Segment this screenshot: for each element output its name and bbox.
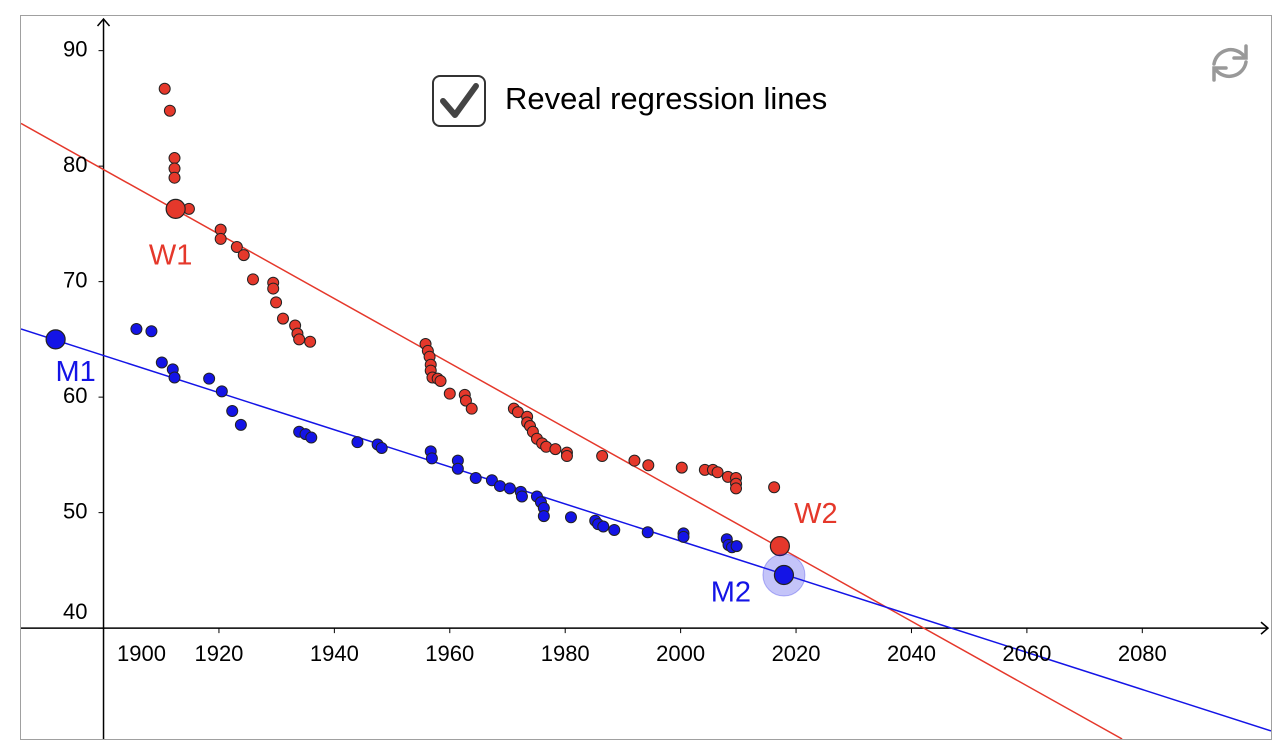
data-point (234, 418, 247, 431)
data-point (267, 282, 280, 295)
data-point (465, 402, 478, 415)
labeled-point (45, 329, 66, 350)
x-tick-label: 1960 (425, 641, 474, 666)
y-tick-label: 90 (63, 36, 87, 61)
y-axis-arrow (96, 17, 111, 27)
data-point (485, 474, 498, 487)
data-point (246, 273, 259, 286)
data-point (237, 249, 250, 262)
x-tick-label: 1900 (117, 641, 166, 666)
reset-arc[interactable] (1214, 60, 1248, 79)
data-point (469, 471, 482, 484)
data-point (375, 441, 388, 454)
data-point (168, 152, 181, 165)
data-point (711, 466, 724, 479)
regression-line (21, 122, 1123, 739)
data-point (537, 510, 550, 523)
data-point (768, 481, 781, 494)
data-point (155, 356, 168, 369)
labeled-point (773, 564, 795, 586)
x-tick-label: 2000 (656, 641, 705, 666)
data-point (214, 232, 227, 245)
y-tick-label: 70 (63, 267, 87, 292)
data-point (351, 436, 364, 449)
data-point (730, 482, 743, 495)
point-label: M1 (55, 356, 95, 388)
data-point (277, 312, 290, 325)
data-point (293, 333, 306, 346)
x-tick-label: 2060 (1002, 641, 1051, 666)
data-point (515, 490, 528, 503)
data-point (493, 480, 506, 493)
x-axis-arrow (1260, 621, 1270, 635)
plot-area: W1 W2 M1 M2 (21, 17, 1271, 739)
data-point (641, 526, 654, 539)
data-point (503, 482, 516, 495)
data-point (230, 240, 243, 253)
data-point (168, 371, 181, 384)
x-tick-label: 2040 (887, 641, 936, 666)
data-point (425, 452, 438, 465)
frame (20, 15, 1272, 740)
y-tick-label: 80 (63, 152, 87, 177)
checkbox-label[interactable]: Reveal regression lines (505, 81, 827, 116)
labeled-point (769, 536, 790, 557)
y-tick-label: 50 (63, 498, 87, 523)
data-point (730, 540, 743, 553)
x-tick-label: 1920 (194, 641, 243, 666)
data-point (158, 82, 171, 95)
data-point (163, 104, 176, 117)
data-point (145, 325, 158, 338)
data-point (675, 461, 688, 474)
data-point (443, 387, 456, 400)
checkbox-check (440, 83, 479, 118)
data-point (130, 322, 143, 335)
data-point (608, 523, 621, 536)
data-point (451, 462, 464, 475)
point-label: W1 (149, 240, 193, 272)
reset-arc[interactable] (1212, 47, 1246, 66)
data-point (549, 443, 562, 456)
data-point (677, 530, 690, 543)
x-tick-label: 1940 (310, 641, 359, 666)
y-tick-label: 60 (63, 383, 87, 408)
checkbox[interactable]: Reveal regression lines (432, 75, 827, 127)
data-point (459, 394, 472, 407)
data-point (226, 404, 239, 417)
data-point (628, 454, 641, 467)
y-tick-label: 40 (63, 599, 87, 624)
data-point (203, 372, 216, 385)
data-point (560, 450, 573, 463)
data-point (304, 335, 317, 348)
data-point (597, 520, 610, 533)
x-tick-label: 1980 (541, 641, 590, 666)
x-tick-label: 2080 (1118, 641, 1167, 666)
data-point (564, 511, 577, 524)
reset-arrow[interactable] (1232, 44, 1248, 60)
data-point (305, 431, 318, 444)
point-label: M2 (711, 577, 751, 609)
data-point (434, 374, 447, 387)
labeled-point (165, 198, 186, 219)
reset-arrow[interactable] (1212, 66, 1228, 82)
data-point (642, 459, 655, 472)
x-tick-label: 2020 (772, 641, 821, 666)
reset-button[interactable] (1212, 44, 1248, 82)
data-point (168, 171, 181, 184)
point-label: W2 (794, 498, 838, 530)
data-point (596, 450, 609, 463)
data-point (270, 296, 283, 309)
data-point (215, 385, 228, 398)
